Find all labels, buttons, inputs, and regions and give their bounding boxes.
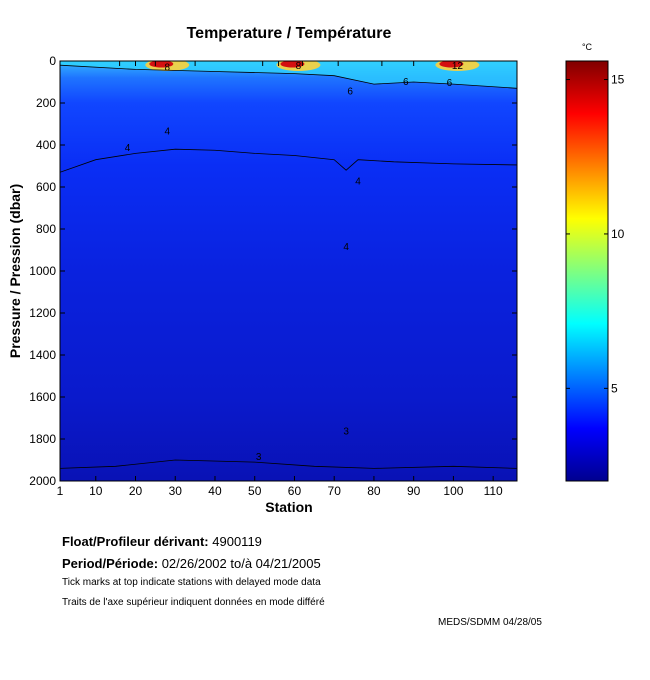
delayed-mode-ticks — [119, 61, 518, 66]
contour-3 — [60, 459, 517, 469]
y-tick-label: 1000 — [29, 264, 56, 278]
colorbar-gradient — [565, 60, 609, 482]
x-tick-label: 30 — [169, 484, 183, 498]
x-tick-label: 1 — [57, 484, 64, 498]
x-tick-label: 70 — [328, 484, 342, 498]
y-tick-label: 400 — [36, 138, 56, 152]
y-tick-label: 1800 — [29, 432, 56, 446]
y-tick-label: 1600 — [29, 390, 56, 404]
surface-warm-layer — [60, 61, 517, 89]
x-axis: 1 10 20 30 40 50 60 70 80 90 100 110 — [57, 476, 503, 498]
contour-label: 6 — [447, 78, 453, 89]
contour-label: 12 — [452, 61, 464, 72]
x-tick-label: 40 — [208, 484, 222, 498]
y-tick-label: 800 — [36, 222, 56, 236]
contour-label: 4 — [343, 242, 349, 253]
x-tick-label: 20 — [129, 484, 143, 498]
x-axis-label: Station — [265, 499, 312, 515]
colorbar-ticks: 5 10 15 — [566, 73, 625, 395]
contour-label: 8 — [165, 62, 171, 73]
contour-4 — [60, 148, 517, 173]
hot-core — [439, 61, 464, 68]
colorbar-unit: °C — [582, 42, 593, 52]
x-tick-label: 60 — [288, 484, 302, 498]
chart-title: Temperature / Température — [187, 25, 392, 42]
colorbar-tick-label: 15 — [611, 73, 625, 87]
contour-label: 4 — [165, 126, 171, 137]
y-tick-label: 1400 — [29, 348, 56, 362]
colorbar-tick-label: 10 — [611, 227, 625, 241]
y-axis: 0 200 400 600 800 1000 1200 1400 1600 1800 2000 — [29, 54, 517, 488]
float-label: Float/Profileur dérivant: — [62, 534, 209, 549]
x-tick-label: 100 — [443, 484, 463, 498]
note-english: Tick marks at top indicate stations with… — [62, 577, 321, 588]
colorbar-tick-label: 5 — [611, 381, 618, 395]
period-row: Period/Période: 02/26/2002 to/à 04/21/20… — [62, 556, 321, 571]
y-tick-label: 2000 — [29, 474, 56, 488]
y-tick-label: 1200 — [29, 306, 56, 320]
contour-label: 6 — [347, 86, 353, 97]
x-tick-label: 50 — [248, 484, 262, 498]
contour-label: 4 — [355, 177, 361, 188]
period-value: 02/26/2002 to/à 04/21/2005 — [161, 556, 321, 571]
period-label: Period/Période: — [62, 556, 159, 571]
hot-core — [280, 61, 305, 68]
x-tick-label: 110 — [484, 484, 503, 498]
y-tick-label: 600 — [36, 180, 56, 194]
credit-line: MEDS/SDMM 04/28/05 — [438, 617, 542, 628]
colorbar: °C 5 10 15 — [565, 42, 625, 482]
float-row: Float/Profileur dérivant: 4900119 — [62, 534, 262, 549]
contour-label: 4 — [125, 143, 131, 154]
x-tick-label: 10 — [89, 484, 103, 498]
heatmap-field — [60, 61, 517, 481]
y-axis-label: Pressure / Pression (dbar) — [7, 184, 23, 358]
contour-labels: 4 4 4 4 3 3 6 6 6 8 8 12 — [125, 61, 464, 463]
x-tick-label: 80 — [367, 484, 381, 498]
contour-label: 3 — [256, 452, 262, 463]
contour-lines — [60, 64, 517, 469]
y-tick-label: 0 — [49, 54, 56, 68]
y-tick-label: 200 — [36, 96, 56, 110]
x-tick-label: 90 — [407, 484, 421, 498]
contour-label: 3 — [343, 427, 349, 438]
note-french: Traits de l'axe supérieur indiquent donn… — [62, 597, 325, 608]
contour-label: 6 — [403, 77, 409, 88]
contour-label: 8 — [296, 61, 302, 72]
contour-6 — [60, 64, 517, 89]
plot-area: 4 4 4 4 3 3 6 6 6 8 8 12 — [59, 60, 518, 482]
float-value: 4900119 — [212, 534, 262, 549]
